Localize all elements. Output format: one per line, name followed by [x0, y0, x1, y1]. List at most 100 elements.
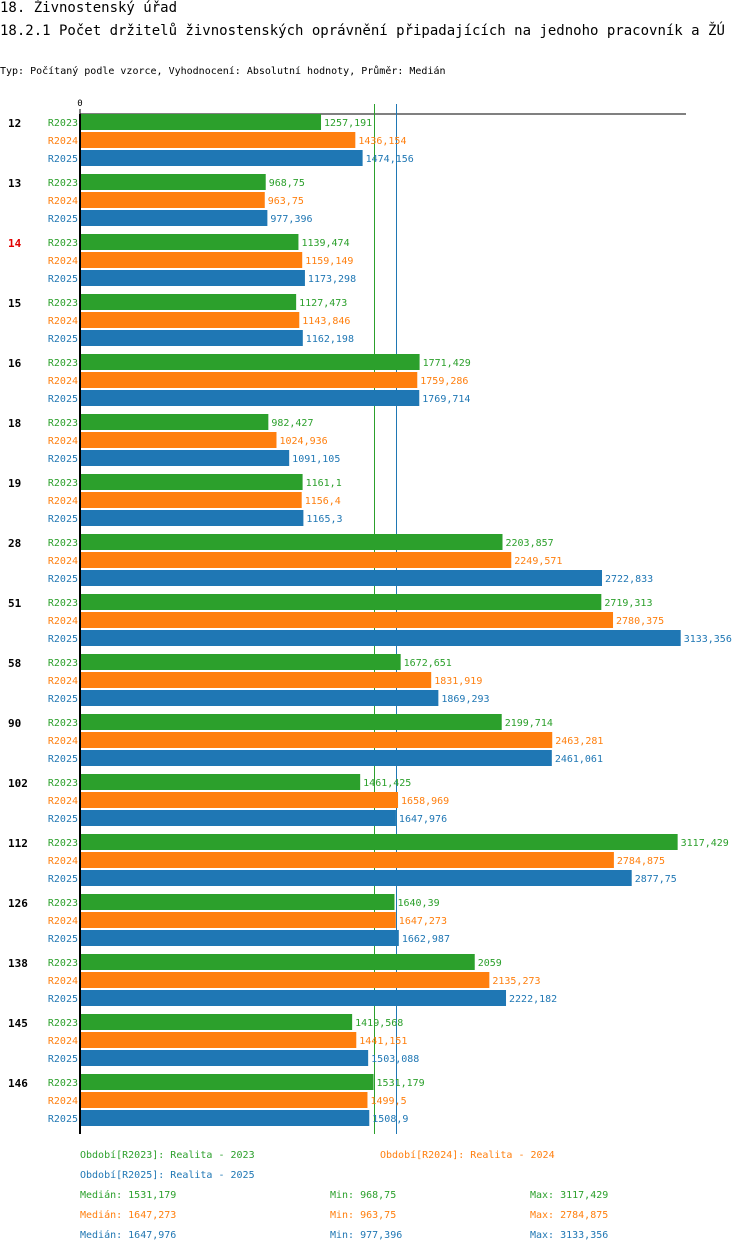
bar-r2025 [80, 390, 420, 406]
bar-r2023 [80, 714, 502, 730]
series-label: R2025 [48, 274, 78, 285]
data-label: 3133,356 [684, 634, 732, 645]
data-label: 1771,429 [423, 358, 471, 369]
series-label: R2024 [48, 976, 78, 987]
series-label: R2023 [48, 538, 78, 549]
bar-r2024 [80, 792, 399, 808]
data-label: 1769,714 [422, 394, 470, 405]
stat-max-r2025: Max: 3133,356 [530, 1230, 609, 1241]
data-label: 1508,9 [372, 1114, 408, 1125]
stat-min-r2024: Min: 963,75 [330, 1210, 397, 1221]
series-label: R2024 [48, 796, 78, 807]
bar-r2023 [80, 114, 322, 130]
data-label: 1647,273 [399, 916, 447, 927]
series-label: R2024 [48, 1036, 78, 1047]
series-label: R2025 [48, 1054, 78, 1065]
series-label: R2024 [48, 736, 78, 747]
series-label: R2023 [48, 118, 78, 129]
bar-r2025 [80, 1110, 370, 1126]
stat-median-r2024: Medián: 1647,273 [80, 1210, 177, 1221]
bar-r2023 [80, 294, 297, 310]
bar-r2025 [80, 570, 602, 586]
bar-r2024 [80, 432, 277, 448]
bar-r2023 [80, 1014, 353, 1030]
bar-r2024 [80, 372, 418, 388]
stat-median-r2025: Medián: 1647,976 [80, 1230, 177, 1241]
category-label: 90 [8, 717, 21, 730]
series-label: R2023 [48, 658, 78, 669]
data-label: 1091,105 [292, 454, 340, 465]
series-label: R2024 [48, 676, 78, 687]
bar-r2025 [80, 210, 268, 226]
stat-min-r2025: Min: 977,396 [330, 1230, 403, 1241]
series-label: R2023 [48, 838, 78, 849]
bar-r2025 [80, 1050, 369, 1066]
data-label: 977,396 [270, 214, 312, 225]
series-label: R2024 [48, 196, 78, 207]
data-label: 982,427 [271, 418, 313, 429]
series-label: R2023 [48, 238, 78, 249]
series-label: R2023 [48, 1078, 78, 1089]
bar-r2023 [80, 474, 303, 490]
data-label: 1436,154 [358, 136, 406, 147]
bar-r2025 [80, 270, 305, 286]
bar-r2023 [80, 414, 269, 430]
bar-r2024 [80, 312, 300, 328]
data-label: 2135,273 [492, 976, 540, 987]
bar-r2023 [80, 1074, 374, 1090]
bar-r2024 [80, 252, 303, 268]
data-label: 1419,568 [355, 1018, 403, 1029]
category-label: 58 [8, 657, 21, 670]
bar-r2023 [80, 234, 299, 250]
series-label: R2025 [48, 574, 78, 585]
series-label: R2025 [48, 454, 78, 465]
series-label: R2024 [48, 256, 78, 267]
bar-r2024 [80, 852, 614, 868]
series-label: R2025 [48, 814, 78, 825]
data-label: 2719,313 [604, 598, 652, 609]
category-label: 138 [8, 957, 28, 970]
category-label: 51 [8, 597, 22, 610]
data-label: 1499,5 [370, 1096, 406, 1107]
stat-median-r2023: Medián: 1531,179 [80, 1190, 177, 1201]
data-label: 1173,298 [308, 274, 356, 285]
data-label: 1640,39 [397, 898, 439, 909]
bar-r2025 [80, 330, 303, 346]
bar-r2023 [80, 354, 420, 370]
series-label: R2023 [48, 718, 78, 729]
bar-r2025 [80, 450, 290, 466]
category-label: 19 [8, 477, 21, 490]
data-label: 3117,429 [681, 838, 729, 849]
bar-r2023 [80, 654, 401, 670]
category-label: 15 [8, 297, 21, 310]
data-label: 1162,198 [306, 334, 354, 345]
bar-r2024 [80, 192, 265, 208]
bar-r2025 [80, 630, 681, 646]
series-label: R2023 [48, 1018, 78, 1029]
data-label: 1127,473 [299, 298, 347, 309]
chart-title: 18.2.1 Počet držitelů živnostenských opr… [0, 23, 725, 39]
bar-r2023 [80, 894, 395, 910]
series-label: R2025 [48, 694, 78, 705]
bar-r2023 [80, 594, 602, 610]
data-label: 2203,857 [506, 538, 554, 549]
category-label: 18 [8, 417, 21, 430]
data-label: 1531,179 [377, 1078, 425, 1089]
bar-r2025 [80, 750, 552, 766]
data-label: 1161,1 [306, 478, 342, 489]
bar-r2024 [80, 492, 302, 508]
data-label: 1869,293 [441, 694, 489, 705]
data-label: 2463,281 [555, 736, 603, 747]
series-label: R2024 [48, 376, 78, 387]
data-label: 1662,987 [402, 934, 450, 945]
legend-period-r2023: Období[R2023]: Realita - 2023 [80, 1150, 255, 1161]
category-label: 146 [8, 1077, 28, 1090]
data-label: 1647,976 [399, 814, 447, 825]
series-label: R2023 [48, 178, 78, 189]
bar-r2025 [80, 930, 399, 946]
series-label: R2025 [48, 334, 78, 345]
series-label: R2023 [48, 418, 78, 429]
series-label: R2024 [48, 436, 78, 447]
legend-period-r2025: Období[R2025]: Realita - 2025 [80, 1170, 255, 1181]
series-label: R2023 [48, 898, 78, 909]
